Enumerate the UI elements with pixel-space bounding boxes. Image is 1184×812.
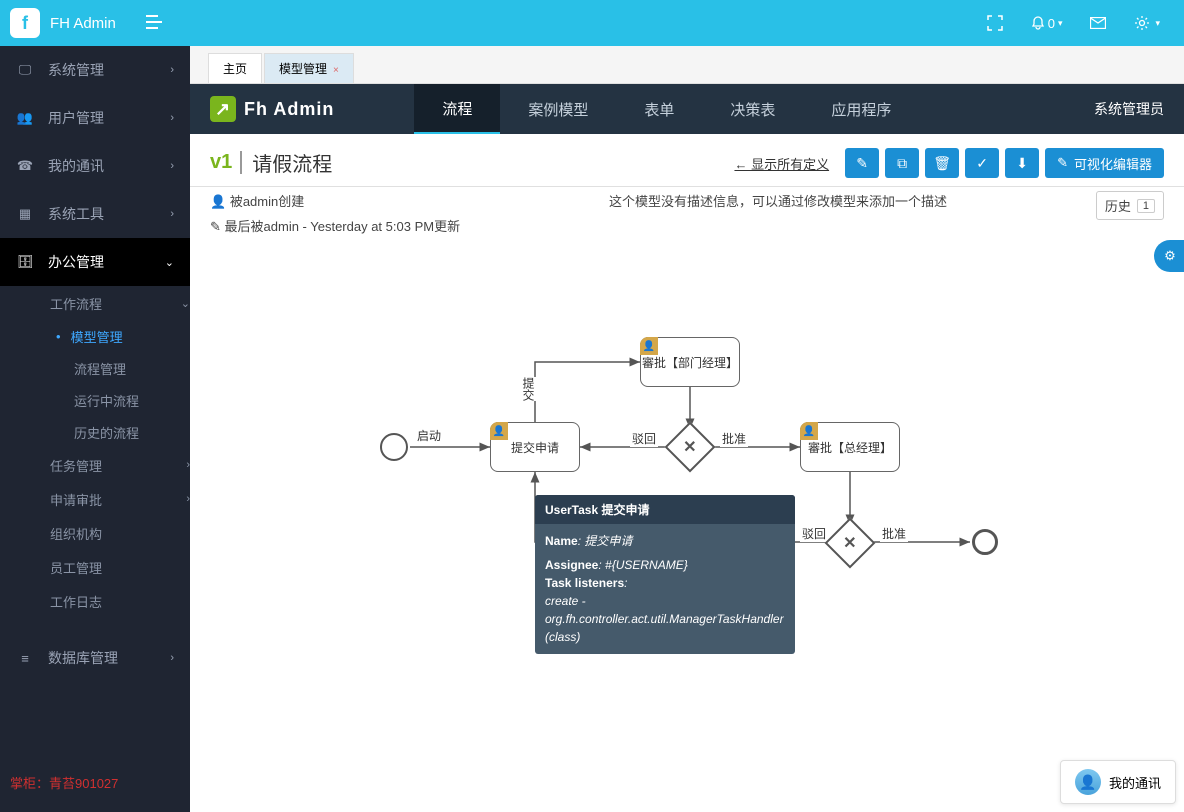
- start-event[interactable]: [380, 433, 408, 461]
- chevron-down-icon: ⌄: [165, 256, 174, 269]
- pencil-icon: ✎: [210, 219, 221, 234]
- notification-icon[interactable]: 0▾: [1031, 16, 1063, 31]
- phone-icon: ☎: [16, 158, 34, 174]
- fullscreen-icon[interactable]: [987, 15, 1003, 31]
- subheader: ↗Fh Admin 流程 案例模型 表单 决策表 应用程序 系统管理员: [190, 84, 1184, 134]
- edge-reject2: 驳回: [800, 525, 828, 542]
- end-event[interactable]: [972, 529, 998, 555]
- user-icon: 👤: [490, 422, 508, 440]
- flow-canvas[interactable]: 启动 提交 驳回 批准 驳回 批准 👤提交申请 👤審批【部门经理】 👤審批【总经…: [190, 247, 1184, 812]
- chevron-right-icon: ›: [170, 208, 174, 220]
- sub-log[interactable]: 工作日志: [0, 584, 190, 618]
- brand-label: FH Admin: [50, 15, 116, 32]
- model-header: v1 请假流程 ← 显示所有定义 ✎ ⧉ 🗑 ✓ ⬇ ✎可视化编辑器: [190, 134, 1184, 187]
- chat-label: 我的通讯: [1109, 773, 1161, 792]
- subnav-case[interactable]: 案例模型: [500, 84, 616, 134]
- nav-office[interactable]: 🗄办公管理⌄: [0, 238, 190, 286]
- visual-editor-button[interactable]: ✎可视化编辑器: [1045, 148, 1164, 178]
- close-icon[interactable]: ×: [333, 65, 339, 76]
- edit-button[interactable]: ✎: [845, 148, 879, 178]
- updated-by: 最后被admin - Yesterday at 5:03 PM更新: [225, 219, 461, 234]
- task-submit[interactable]: 👤提交申请: [490, 422, 580, 472]
- edit-icon: ✎: [1057, 155, 1068, 171]
- database-icon: ≡: [16, 651, 34, 666]
- created-by: 被admin创建: [230, 194, 304, 209]
- sidebar: 🖵系统管理› 👥用户管理› ☎我的通讯› ▦系统工具› 🗄办公管理⌄ 工作流程⌄…: [0, 46, 190, 812]
- logo-icon: f: [10, 8, 40, 38]
- grid-icon: ▦: [16, 206, 34, 222]
- mail-icon[interactable]: [1090, 17, 1106, 29]
- delete-button[interactable]: 🗑: [925, 148, 959, 178]
- edge-approve1: 批准: [720, 430, 748, 447]
- chevron-right-icon: ›: [170, 112, 174, 124]
- edge-approve2: 批准: [880, 525, 908, 542]
- subnav-process[interactable]: 流程: [414, 84, 500, 134]
- sub-approval[interactable]: 申请审批›: [0, 482, 190, 516]
- task-gen-mgr[interactable]: 👤審批【总经理】: [800, 422, 900, 472]
- nav-tools[interactable]: ▦系统工具›: [0, 190, 190, 238]
- history-badge[interactable]: 历史1: [1096, 191, 1164, 220]
- sidebar-footer: 掌柜：青苔901027: [0, 753, 190, 812]
- copy-button[interactable]: ⧉: [885, 148, 919, 178]
- nav-contacts[interactable]: ☎我的通讯›: [0, 142, 190, 190]
- sub-logo: ↗Fh Admin: [210, 96, 334, 122]
- user-icon: 👤: [640, 337, 658, 355]
- subsub-running[interactable]: 运行中流程: [0, 384, 190, 416]
- chevron-down-icon: ⌄: [181, 297, 190, 310]
- briefcase-icon: 🗄: [16, 254, 34, 270]
- model-description: 这个模型没有描述信息，可以通过修改模型来添加一个描述: [500, 191, 1056, 210]
- nav-database[interactable]: ≡数据库管理›: [0, 634, 190, 682]
- gateway-1[interactable]: [665, 422, 716, 473]
- monitor-icon: 🖵: [16, 62, 34, 78]
- sub-workflow[interactable]: 工作流程⌄: [0, 286, 190, 320]
- chevron-right-icon: ›: [170, 652, 174, 664]
- subsub-history[interactable]: 历史的流程: [0, 416, 190, 448]
- subsub-process-mgmt[interactable]: 流程管理: [0, 352, 190, 384]
- task-tooltip: UserTask 提交申请 Name: 提交申请 Assignee: #{USE…: [535, 495, 795, 654]
- subnav-apps[interactable]: 应用程序: [803, 84, 919, 134]
- sub-logo-icon: ↗: [210, 96, 236, 122]
- sub-org[interactable]: 组织机构: [0, 516, 190, 550]
- edge-start: 启动: [415, 427, 443, 444]
- subnav-form[interactable]: 表单: [616, 84, 702, 134]
- edge-reject1: 驳回: [630, 430, 658, 447]
- model-version: v1: [210, 151, 242, 174]
- download-button[interactable]: ⬇: [1005, 148, 1039, 178]
- tab-model-mgmt[interactable]: 模型管理×: [264, 53, 354, 83]
- avatar-icon: 👤: [1075, 769, 1101, 795]
- edge-submit: 提交: [518, 377, 539, 401]
- subsub-model-mgmt[interactable]: 模型管理: [0, 320, 190, 352]
- users-icon: 👥: [16, 110, 34, 126]
- tabs-bar: 主页 模型管理×: [190, 46, 1184, 84]
- current-user[interactable]: 系统管理员: [1094, 99, 1164, 119]
- user-icon: 👤: [800, 422, 818, 440]
- topbar: f FH Admin 0▾ ▾: [0, 0, 1184, 46]
- settings-puck[interactable]: ⚙: [1154, 240, 1184, 272]
- sub-tasks[interactable]: 任务管理›: [0, 448, 190, 482]
- confirm-button[interactable]: ✓: [965, 148, 999, 178]
- nav-system[interactable]: 🖵系统管理›: [0, 46, 190, 94]
- tooltip-title: UserTask 提交申请: [535, 495, 795, 524]
- subnav-decision[interactable]: 决策表: [702, 84, 803, 134]
- chevron-right-icon: ›: [170, 160, 174, 172]
- person-icon: 👤: [210, 194, 226, 209]
- show-all-link[interactable]: ← 显示所有定义: [734, 154, 829, 173]
- menu-toggle-icon[interactable]: [146, 15, 162, 32]
- gateway-2[interactable]: [825, 518, 876, 569]
- nav-users[interactable]: 👥用户管理›: [0, 94, 190, 142]
- chevron-right-icon: ›: [170, 64, 174, 76]
- main-content: 主页 模型管理× ↗Fh Admin 流程 案例模型 表单 决策表 应用程序 系…: [190, 46, 1184, 812]
- tab-home[interactable]: 主页: [208, 53, 262, 83]
- settings-icon[interactable]: ▾: [1134, 15, 1160, 31]
- task-dept-mgr[interactable]: 👤審批【部门经理】: [640, 337, 740, 387]
- model-meta: 👤 被admin创建 ✎ 最后被admin - Yesterday at 5:0…: [190, 187, 1184, 247]
- chat-widget[interactable]: 👤 我的通讯: [1060, 760, 1176, 804]
- sub-staff[interactable]: 员工管理: [0, 550, 190, 584]
- model-name: 请假流程: [252, 148, 332, 177]
